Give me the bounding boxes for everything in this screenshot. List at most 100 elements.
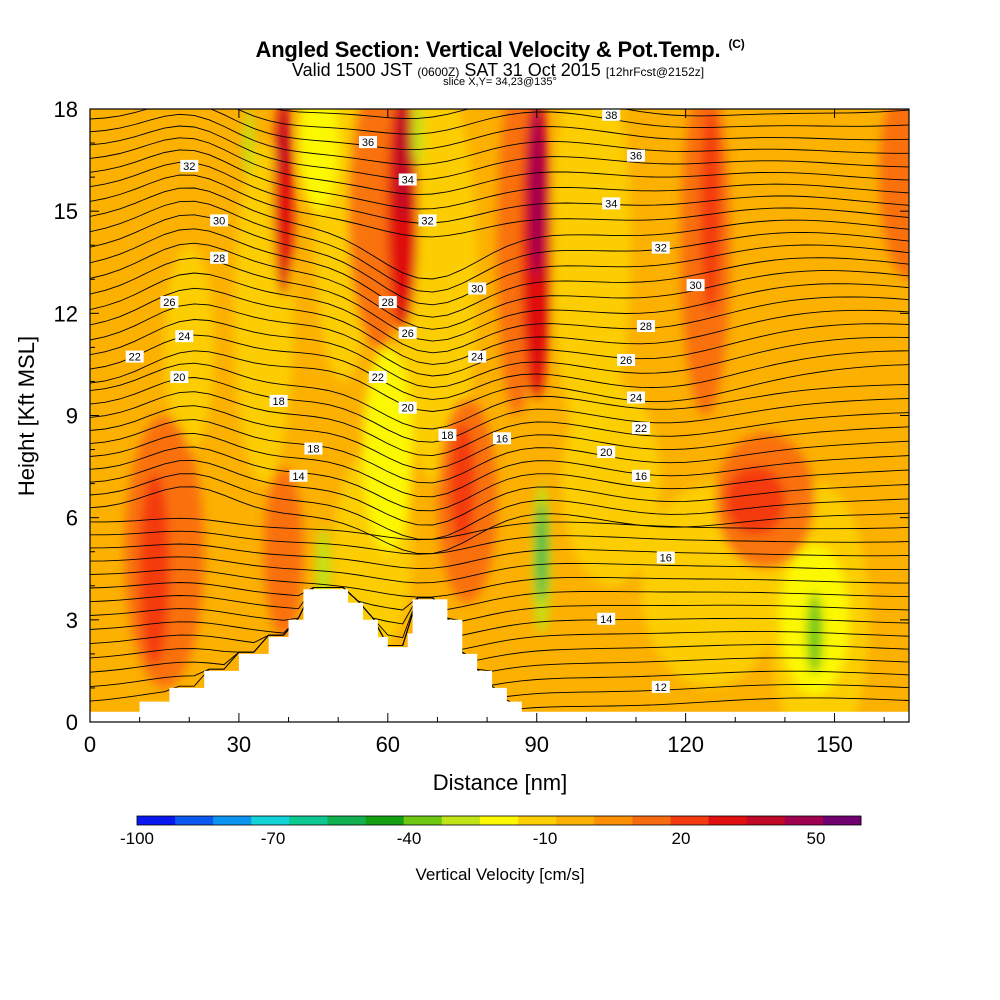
contour-label-text: 32 (655, 243, 667, 255)
theta-contour-line (90, 432, 909, 498)
contour-label-text: 28 (213, 253, 225, 265)
contour-label-bg (170, 371, 189, 383)
colorbar-tick-label: 20 (672, 829, 691, 848)
colorbar-swatch (670, 816, 709, 825)
contour-label: 18 (304, 442, 323, 456)
theta-contour-line (90, 419, 909, 484)
contour-label: 32 (651, 241, 670, 255)
contour-label-text: 30 (213, 215, 225, 227)
y-tick-label: 3 (66, 608, 78, 633)
contour-label-bg (289, 469, 308, 482)
contour-label-bg (468, 282, 487, 295)
contour-label: 30 (686, 279, 705, 292)
contour-label: 16 (493, 432, 511, 445)
theta-contour-line (90, 587, 909, 661)
contour-label-text: 24 (178, 331, 190, 343)
contour-label-text: 38 (605, 110, 617, 122)
theta-contour-line (90, 200, 909, 293)
colorbar-swatch (213, 816, 252, 825)
theta-contour-line (90, 486, 909, 555)
contour-label-bg (636, 320, 655, 332)
contour-label-bg (627, 391, 645, 404)
contour-label-bg (597, 446, 616, 458)
field-strong-updraft (449, 422, 475, 545)
field-strong-updraft (273, 109, 294, 297)
contour-label: 30 (210, 214, 229, 227)
theta-contour-line (90, 391, 909, 457)
contour-label-bg (627, 149, 645, 162)
contour-label-text: 22 (635, 423, 647, 435)
contour-label-bg (378, 296, 397, 309)
contour-label: 28 (378, 296, 397, 309)
colorbar-swatch (594, 816, 633, 825)
contour-label-bg (368, 371, 387, 383)
colorbar-swatch (518, 816, 557, 825)
contour-label: 22 (632, 422, 650, 435)
theta-contour-line (90, 569, 909, 598)
contour-label-text: 16 (496, 433, 508, 445)
contour-labels: 34 32 30 28 26 24 22 20 18 14 18 36 34 32 28 26 22 20 18 30… (125, 89, 705, 694)
contour-label: 20 (170, 371, 189, 384)
colorbar-swatch (822, 816, 862, 825)
contour-label-text: 28 (640, 321, 652, 333)
colorbar-swatch (327, 816, 366, 825)
contour-label: 36 (359, 136, 377, 149)
theta-contour-line (90, 543, 909, 570)
contour-label-text: 24 (471, 352, 483, 364)
x-tick-label: 0 (84, 732, 96, 757)
theta-contour-line (90, 109, 909, 151)
colorbar-swatch (403, 816, 443, 825)
contour-label-bg (398, 401, 417, 414)
colorbar-swatch (441, 816, 481, 825)
contour-label: 38 (602, 109, 621, 122)
y-tick-label: 15 (54, 199, 78, 224)
theta-contour-line (90, 187, 909, 280)
y-tick-label: 0 (66, 710, 78, 735)
contour-label-text: 20 (402, 403, 414, 415)
contour-label-text: 18 (272, 396, 284, 408)
contour-label: 26 (617, 354, 636, 367)
contour-label-text: 34 (143, 89, 155, 101)
field-updraft (879, 109, 909, 280)
field-strong-updraft (725, 466, 785, 535)
colorbar-swatch (289, 816, 328, 825)
contour-label: 30 (468, 282, 487, 296)
y-axis-label: Height [Kft MSL] (14, 336, 39, 496)
field-updraft (263, 466, 304, 637)
theta-contour-line (90, 272, 909, 354)
contour-label-bg (651, 680, 670, 693)
contour-label-text: 12 (655, 682, 667, 694)
field-strong-downdraft (411, 109, 424, 167)
field-downdraft (363, 347, 413, 552)
theta-contour-line (90, 287, 909, 365)
theta-contour-line (90, 125, 909, 181)
contour-label-text: 16 (660, 553, 672, 565)
colorbar-swatch (784, 816, 824, 825)
colorbar-swatch (556, 816, 595, 825)
theta-contour-line (90, 587, 909, 686)
contour-label: 32 (180, 159, 199, 173)
contour-label-text: 14 (292, 471, 304, 483)
theta-contour-line (90, 303, 909, 377)
contour-label-bg (438, 428, 457, 441)
contour-label-text: 34 (402, 175, 414, 187)
contour-label-bg (602, 109, 621, 121)
theta-contour-line (273, 109, 909, 119)
theta-contour-line (90, 446, 909, 512)
contour-label-bg (493, 432, 511, 445)
contour-label: 20 (398, 401, 417, 415)
contour-label: 24 (627, 391, 645, 405)
y-tick-label: 18 (54, 97, 78, 122)
colorbar-swatch (708, 816, 748, 825)
contour-label-text: 30 (689, 280, 701, 292)
contour-label-text: 22 (372, 372, 384, 384)
contour-label: 26 (160, 296, 179, 309)
chart-subtitle: Valid 1500 JST (0600Z) SAT 31 Oct 2015 [… (291, 60, 705, 80)
contour-label-bg (656, 551, 675, 564)
contour-label-bg (632, 469, 650, 482)
contour-label-bg (398, 326, 417, 339)
colorbar-swatch (251, 816, 290, 825)
theta-contour-line (90, 473, 909, 540)
contour-label: 32 (418, 214, 437, 227)
